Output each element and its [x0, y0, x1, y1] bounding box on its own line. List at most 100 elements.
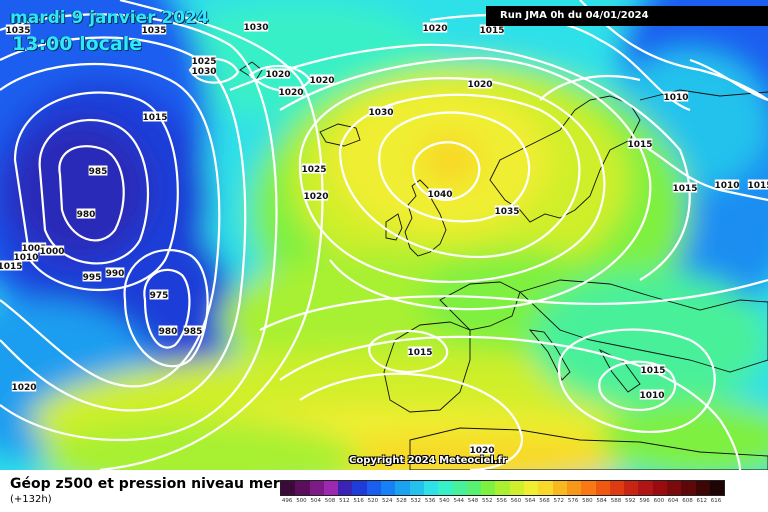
- isobar-label-background: [243, 21, 269, 32]
- scale-swatch: [595, 481, 610, 495]
- isobar-label: 1010: [714, 181, 739, 191]
- legend-subtitle: (+132h): [10, 494, 52, 505]
- isobar-label-background: [76, 208, 96, 219]
- isobar-label-background: [88, 165, 108, 176]
- isobar-label: 1025: [191, 57, 216, 67]
- scale-label: 548: [467, 498, 479, 504]
- scale-swatch: [624, 481, 639, 495]
- scale-swatch: [395, 481, 410, 495]
- isobar-label: 1015: [747, 181, 768, 191]
- scale-label: 560: [510, 498, 522, 504]
- isobar-label-background: [82, 271, 102, 282]
- colour-scale-labels: 496 500 504 508 512 516 520 524 528 532 536 540 544 5…: [280, 498, 723, 508]
- isobar-label: 1015: [479, 26, 504, 36]
- isobar-label: 985: [184, 327, 203, 337]
- isobar-label-background: [427, 188, 453, 199]
- scale-label: 544: [453, 498, 464, 504]
- scale-swatch: [609, 481, 625, 495]
- isobar-label-background: [747, 179, 768, 190]
- isobar-label-background: [640, 364, 666, 375]
- scale-swatch: [409, 481, 424, 495]
- scale-label: 556: [496, 498, 507, 504]
- isobar-label-background: [469, 444, 495, 455]
- isobar-label-background: [142, 111, 168, 122]
- isobar-label-background: [627, 138, 653, 149]
- scale-swatch: [295, 481, 310, 495]
- isobar-label-background: [663, 91, 689, 102]
- isobar-label-background: [183, 325, 203, 336]
- scale-label: 604: [667, 498, 679, 504]
- forecast-date: mardi 9 janvier 2024: [10, 8, 209, 28]
- isobar-label: 1030: [191, 67, 216, 77]
- isobar-label: 1010: [663, 93, 688, 103]
- scale-swatch: [309, 481, 324, 495]
- isobar-label-background: [494, 205, 520, 216]
- forecast-time: 13:00 locale: [12, 33, 143, 55]
- legend-title: Géop z500 et pression niveau mer: [10, 476, 280, 492]
- isobar-label-background: [368, 106, 394, 117]
- scale-swatch: [566, 481, 582, 495]
- scale-label: 536: [424, 498, 436, 504]
- isobar-label-background: [21, 242, 47, 253]
- isobar-label: 1015: [672, 184, 697, 194]
- copyright-text: Copyright 2024 Meteociel.fr: [349, 455, 507, 466]
- isobar-label-background: [407, 346, 433, 357]
- isobar-label-background: [149, 289, 169, 300]
- isobar-label: 1015: [407, 348, 432, 358]
- isobar-label: 1020: [422, 24, 447, 34]
- scale-swatch: [667, 481, 682, 495]
- scale-label: 592: [625, 498, 636, 504]
- isobar-label: 990: [106, 269, 125, 279]
- isobar-label: 1030: [243, 23, 268, 33]
- isobar-label: 1010: [13, 253, 38, 263]
- legend-footer: Géop z500 et pression niveau mer (+132h)…: [0, 470, 768, 512]
- isobar-label-background: [265, 68, 291, 79]
- scale-label: 540: [439, 498, 450, 504]
- geopotential-field: [0, 0, 768, 470]
- isobar-label: 1020: [303, 192, 328, 202]
- scale-label: 524: [381, 498, 393, 504]
- isobar-label-background: [141, 24, 167, 35]
- scale-label: 552: [482, 498, 493, 504]
- isobar-label-background: [191, 65, 217, 76]
- scale-label: 572: [553, 498, 565, 504]
- isobar-label: 1030: [368, 108, 393, 118]
- scale-swatch: [681, 481, 696, 495]
- scale-label: 516: [353, 498, 364, 504]
- scale-swatch: [466, 481, 482, 495]
- isobar-label: 1035: [141, 26, 166, 36]
- scale-swatch: [552, 481, 567, 495]
- scale-label: 608: [682, 498, 693, 504]
- scale-swatch: [423, 481, 439, 495]
- isobar-label-background: [13, 251, 39, 262]
- isobar-label: 1020: [11, 383, 36, 393]
- scale-swatch: [338, 481, 353, 495]
- isobar-label: 1015: [142, 113, 167, 123]
- scale-label: 564: [524, 498, 536, 504]
- isobar-label: 1035: [5, 26, 30, 36]
- isobar-label: 1000: [39, 247, 64, 257]
- isobar-label-background: [278, 86, 304, 97]
- scale-swatch: [709, 481, 725, 495]
- isobar-label-background: [11, 381, 37, 392]
- isobar-label-background: [714, 179, 740, 190]
- isobar-label-background: [672, 182, 698, 193]
- isobar-label: 975: [150, 291, 169, 301]
- isobar-label-background: [467, 78, 493, 89]
- isobar-label: 1020: [265, 70, 290, 80]
- scale-label: 600: [653, 498, 665, 504]
- isobar-label: 1020: [278, 88, 303, 98]
- scale-swatch: [509, 481, 525, 495]
- isobar-label: 1010: [639, 391, 664, 401]
- scale-label: 508: [324, 498, 336, 504]
- scale-label: 616: [710, 498, 722, 504]
- scale-label: 580: [582, 498, 593, 504]
- isobar-label-background: [303, 190, 329, 201]
- scale-label: 512: [339, 498, 350, 504]
- scale-swatch: [652, 481, 668, 495]
- isobar-label-background: [422, 22, 448, 33]
- scale-swatch: [381, 481, 396, 495]
- scale-swatch: [481, 481, 496, 495]
